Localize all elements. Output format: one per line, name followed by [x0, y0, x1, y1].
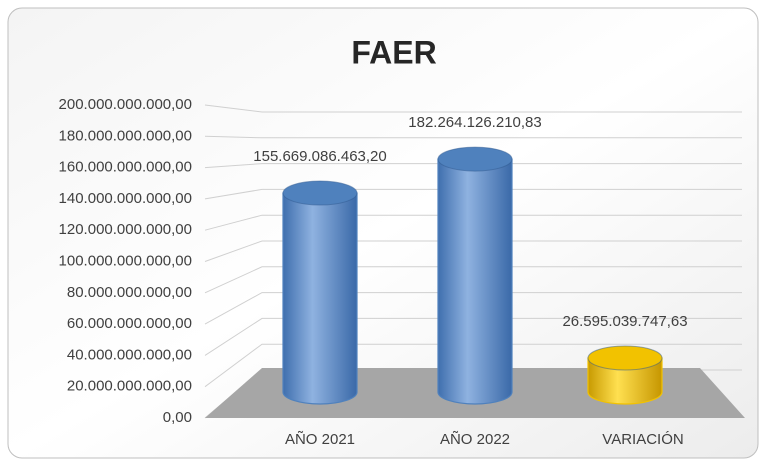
- y-tick-label: 0,00: [163, 409, 192, 426]
- bar-top: [282, 180, 358, 206]
- y-tick-label: 200.000.000.000,00: [59, 96, 192, 113]
- y-tick-label: 60.000.000.000,00: [67, 315, 192, 332]
- data-label: 155.669.086.463,20: [253, 148, 386, 165]
- chart-title: FAER: [351, 34, 436, 70]
- y-tick-label: 100.000.000.000,00: [59, 252, 192, 269]
- y-tick-label: 20.000.000.000,00: [67, 378, 192, 395]
- bar: [587, 345, 663, 405]
- chart-frame: [7, 7, 759, 459]
- x-tick-label: VARIACIÓN: [602, 431, 683, 448]
- y-tick-label: 160.000.000.000,00: [59, 159, 192, 176]
- bar-body: [437, 158, 513, 405]
- data-label: 26.595.039.747,63: [562, 313, 687, 330]
- y-tick-label: 120.000.000.000,00: [59, 221, 192, 238]
- y-tick-label: 140.000.000.000,00: [59, 190, 192, 207]
- grid-line: [204, 317, 742, 356]
- grid-line: [204, 163, 742, 169]
- bar-top: [437, 146, 513, 172]
- grid-line: [204, 214, 742, 231]
- y-tick-label: 40.000.000.000,00: [67, 346, 192, 363]
- bar-top: [587, 345, 663, 371]
- bar: [282, 180, 358, 405]
- data-label: 182.264.126.210,83: [408, 114, 541, 131]
- bar: [437, 146, 513, 405]
- grid-line: [204, 135, 742, 139]
- grid-line: [204, 266, 742, 294]
- y-tick-label: 180.000.000.000,00: [59, 127, 192, 144]
- bar-body: [587, 357, 663, 405]
- grid-line: [204, 240, 742, 262]
- grid-line: [204, 343, 742, 388]
- x-tick-label: AÑO 2022: [440, 431, 510, 448]
- grid-line: [204, 292, 742, 325]
- x-tick-label: AÑO 2021: [285, 431, 355, 448]
- grid-line: [204, 104, 742, 113]
- y-tick-label: 80.000.000.000,00: [67, 284, 192, 301]
- grid-line: [204, 188, 742, 200]
- bar-body: [282, 192, 358, 405]
